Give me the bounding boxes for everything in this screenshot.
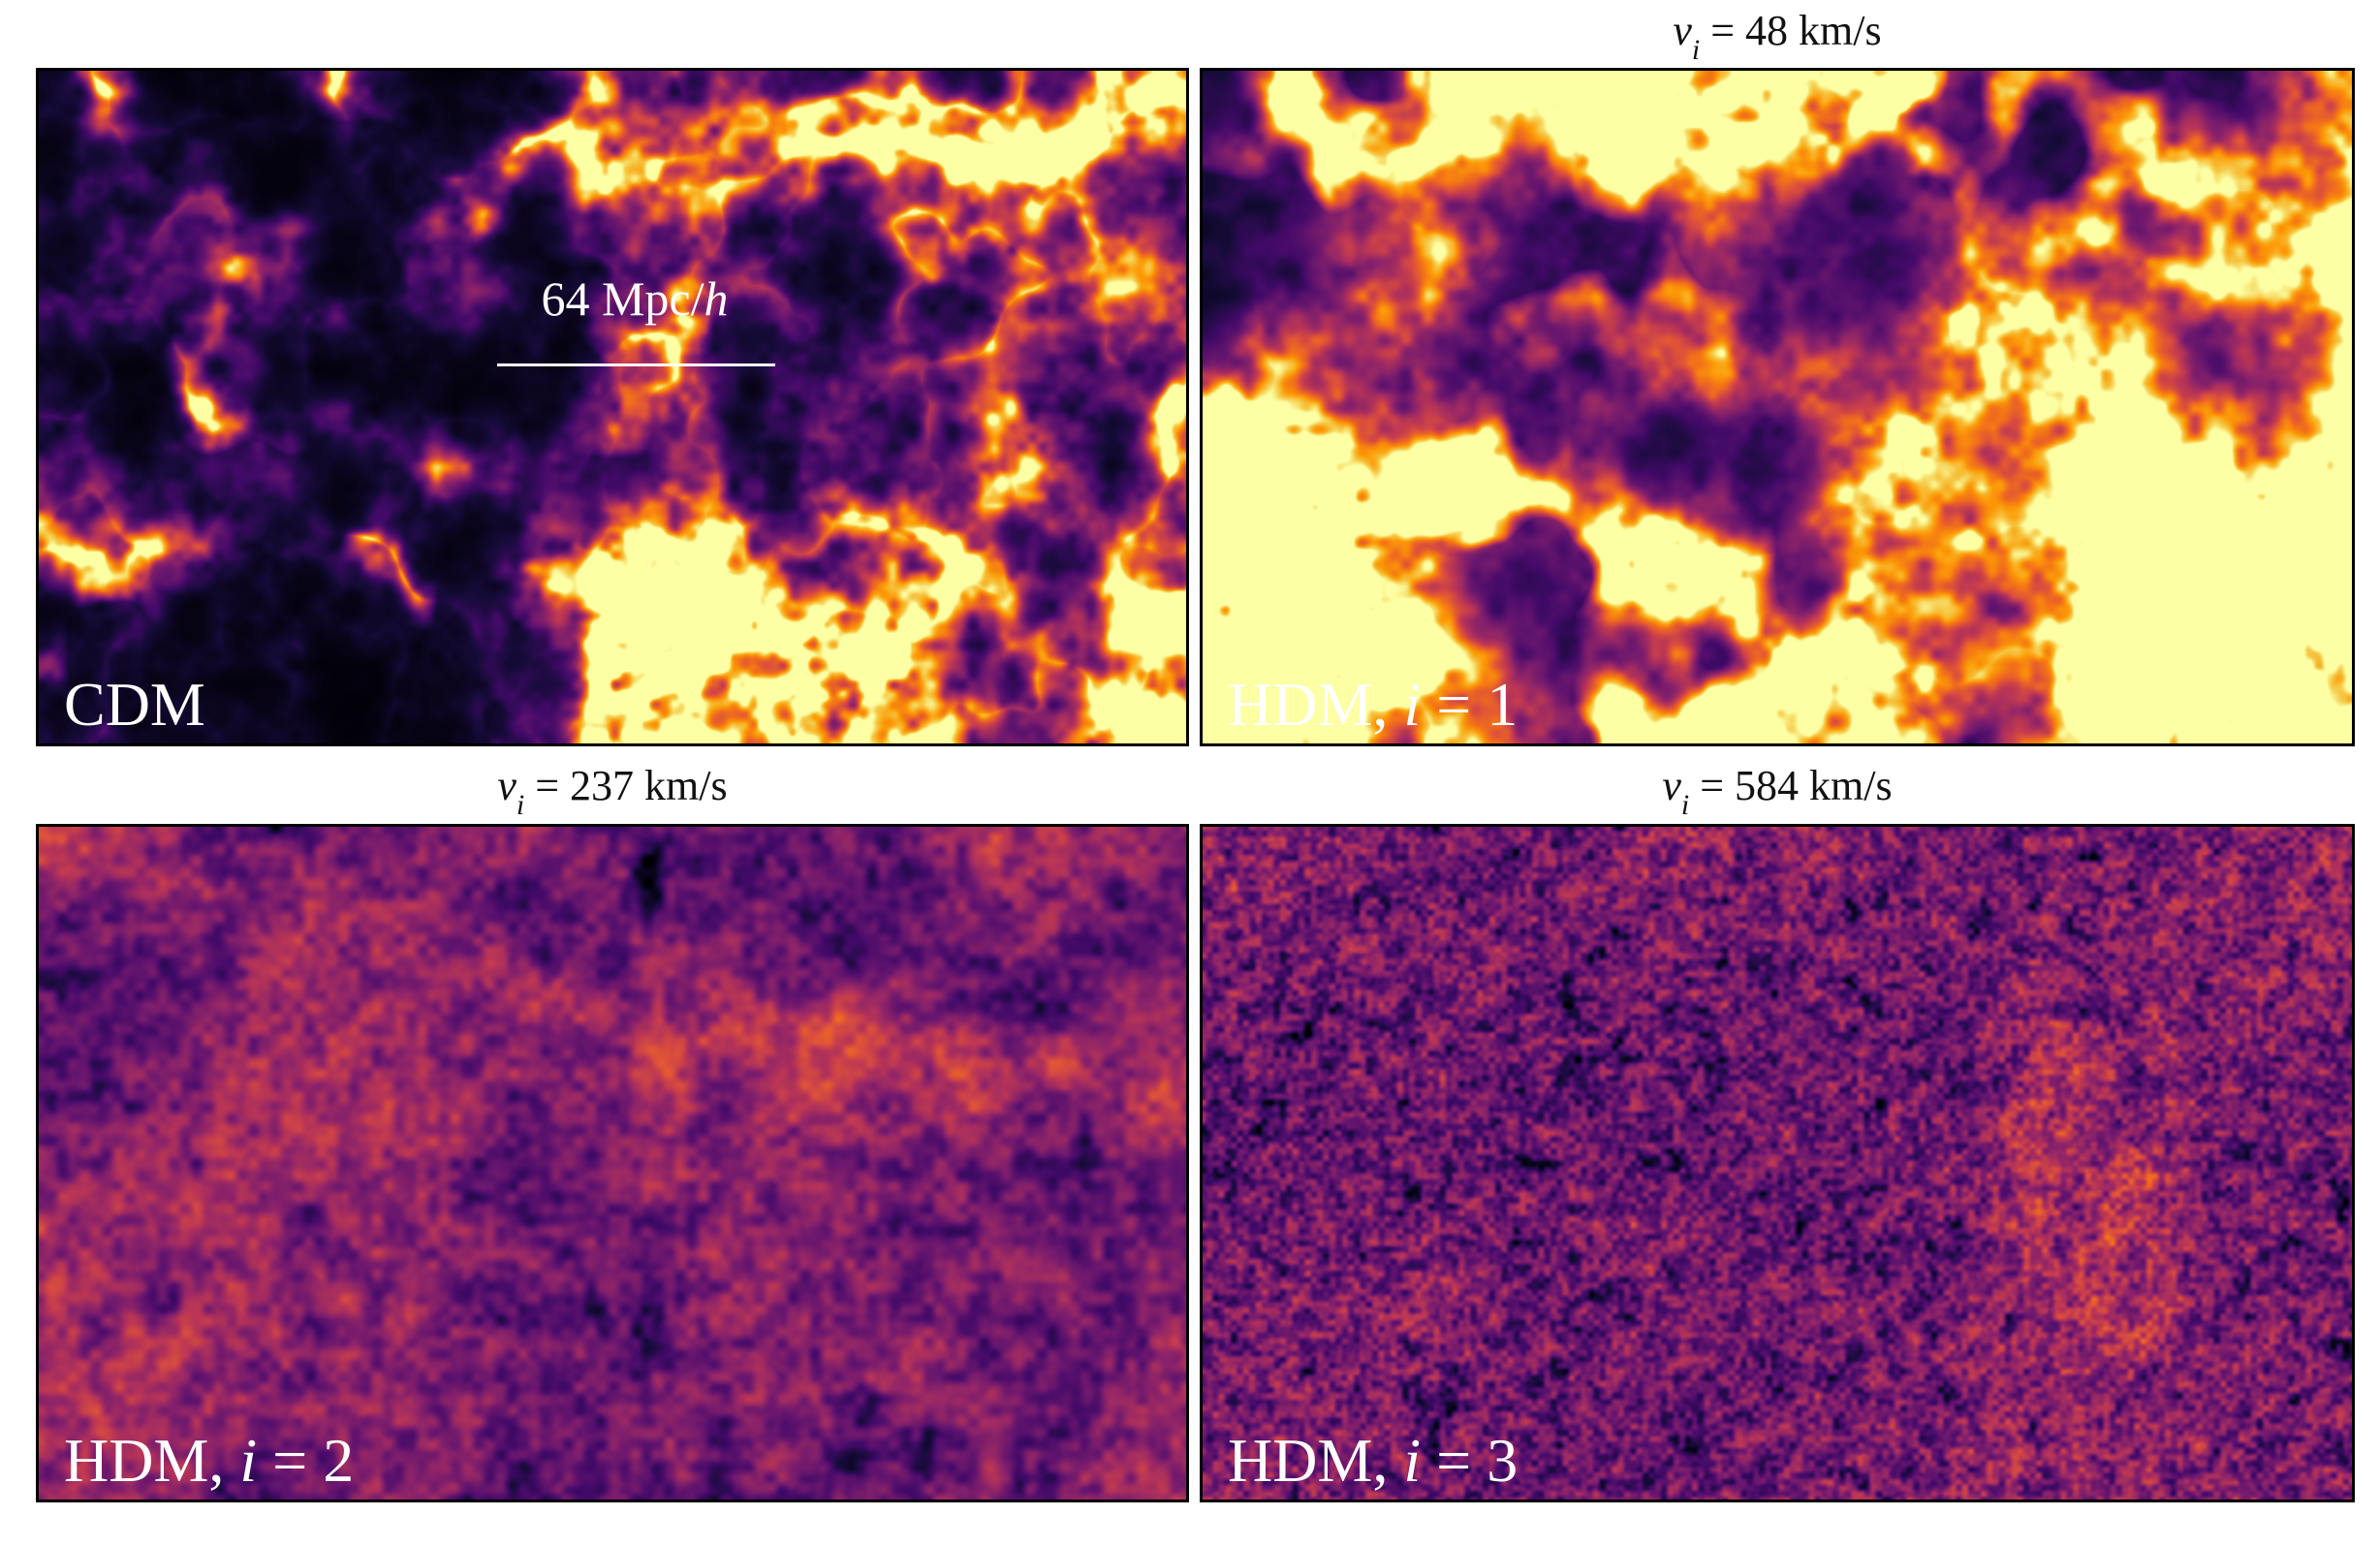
density-map-canvas-hdm3 — [1203, 827, 2352, 1500]
title-value: = 48 km/s — [1700, 7, 1882, 54]
title-variable: v — [1673, 7, 1692, 54]
panel-title-hdm3: vi = 584 km/s — [1200, 750, 2355, 820]
label-value: = 1 — [1421, 670, 1519, 739]
title-subscript: i — [516, 789, 525, 822]
scale-bar-text: 64 Mpc/ — [541, 271, 705, 326]
title-subscript: i — [1680, 789, 1690, 822]
panel-hdm1: HDM, i = 1 — [1200, 68, 2355, 746]
panel-cdm: 64 Mpc/h CDM — [36, 68, 1189, 746]
scale-bar-line — [497, 363, 775, 366]
title-subscript: i — [1691, 34, 1701, 67]
scale-bar-label: 64 Mpc/h — [494, 272, 775, 326]
label-value: = 2 — [257, 1426, 355, 1495]
panel-label-cdm: CDM — [64, 674, 205, 736]
label-variable: i — [1403, 670, 1422, 739]
title-variable: v — [1662, 762, 1681, 809]
title-value: = 584 km/s — [1689, 762, 1893, 809]
panel-hdm3: HDM, i = 3 — [1200, 824, 2355, 1502]
label-variable: i — [1403, 1426, 1422, 1495]
label-value: = 3 — [1421, 1426, 1519, 1495]
scale-bar-h-symbol: h — [704, 271, 729, 326]
label-text: HDM, — [64, 1426, 240, 1495]
label-text: HDM, — [1228, 1426, 1404, 1495]
density-map-canvas-hdm1 — [1203, 71, 2352, 743]
title-variable: v — [497, 762, 517, 809]
panel-label-hdm3: HDM, i = 3 — [1228, 1430, 1518, 1492]
panel-label-hdm1: HDM, i = 1 — [1228, 674, 1518, 736]
title-value: = 237 km/s — [524, 762, 728, 809]
panel-title-hdm2: vi = 237 km/s — [36, 750, 1189, 820]
label-variable: i — [239, 1426, 258, 1495]
density-map-canvas-hdm2 — [39, 827, 1186, 1500]
density-map-canvas-cdm — [39, 71, 1186, 743]
panel-hdm2: HDM, i = 2 — [36, 824, 1189, 1502]
panel-title-hdm1: vi = 48 km/s — [1200, 0, 2355, 67]
panel-label-hdm2: HDM, i = 2 — [64, 1430, 354, 1492]
label-text: CDM — [64, 670, 205, 739]
label-text: HDM, — [1228, 670, 1404, 739]
